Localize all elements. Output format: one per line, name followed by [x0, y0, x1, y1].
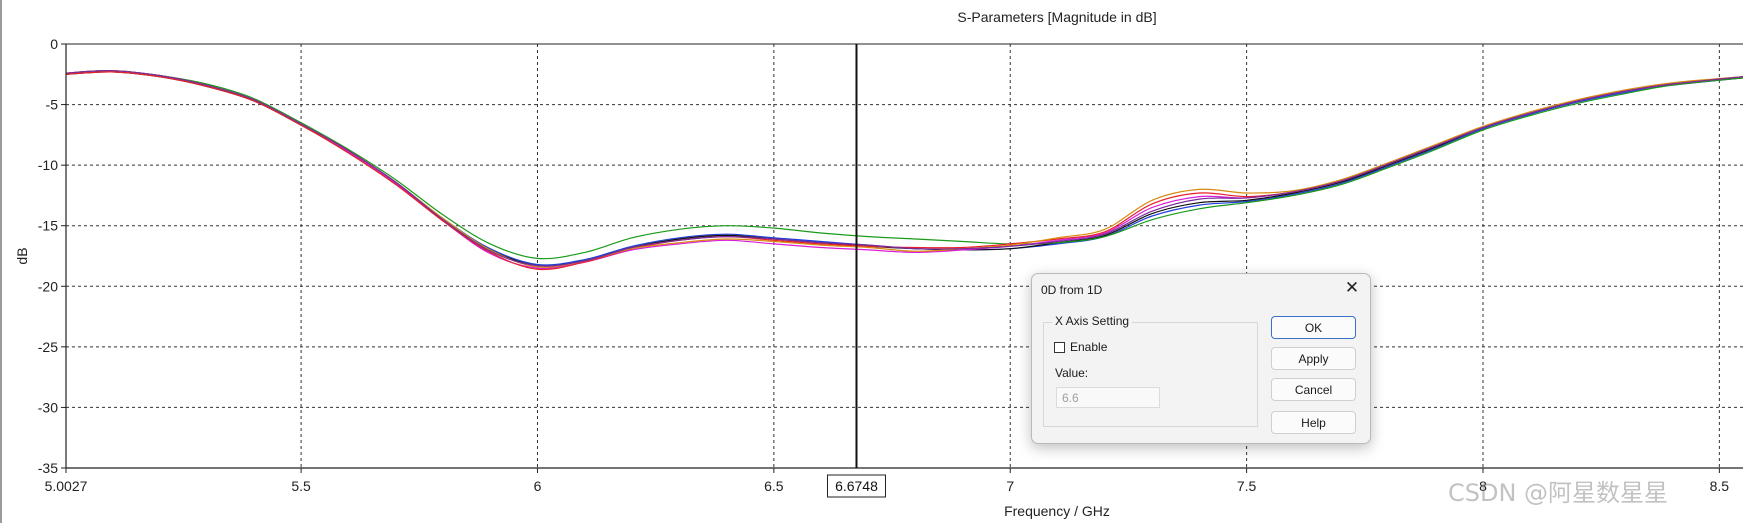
help-button[interactable]: Help	[1271, 411, 1356, 434]
series-line-5	[65, 71, 1743, 271]
series-line-7	[65, 70, 1743, 267]
window-left-edge	[0, 0, 2, 523]
x-axis-label: Frequency / GHz	[1004, 503, 1110, 519]
cancel-button[interactable]: Cancel	[1271, 378, 1356, 401]
y-tick-label: -25	[38, 339, 58, 355]
marker-value-box	[826, 474, 886, 498]
series-line-6	[65, 70, 1743, 268]
zero-d-from-one-d-dialog: 0D from 1D ✕ X Axis Setting Enable Value…	[1031, 273, 1371, 444]
x-tick-label: 5.0027	[45, 478, 88, 494]
x-tick-label: 8.5	[1710, 478, 1730, 494]
enable-checkbox[interactable]	[1054, 341, 1065, 353]
y-tick-label: -15	[38, 218, 58, 234]
y-tick-label: -35	[38, 460, 58, 476]
y-axis-label: dB	[14, 247, 30, 264]
marker-value-label: 6.6748	[835, 478, 878, 494]
close-icon[interactable]: ✕	[1344, 278, 1360, 297]
series-line-3	[65, 70, 1743, 260]
chart-title: S-Parameters [Magnitude in dB]	[957, 9, 1156, 25]
y-tick-label: -30	[38, 399, 58, 415]
series-line-2	[65, 71, 1743, 267]
enable-checkbox-row[interactable]: Enable	[1054, 340, 1107, 354]
y-tick-label: -10	[38, 157, 58, 173]
chart-axes: 0 -5 -10 -15 -20 -25 -30 -35 5.0027 5.5 6 6.5 7 7.5 8 8…	[38, 36, 1743, 498]
enable-label: Enable	[1070, 340, 1108, 354]
dialog-title: 0D from 1D	[1041, 283, 1103, 297]
x-tick-label: 5.5	[291, 478, 311, 494]
y-tick-label: 0	[50, 36, 58, 52]
value-label: Value:	[1055, 366, 1089, 380]
x-tick-label: 7	[1006, 478, 1014, 494]
ok-button[interactable]: OK	[1271, 316, 1356, 339]
series-line-1	[65, 70, 1743, 266]
watermark: CSDN @阿星数星星	[1448, 479, 1669, 507]
x-tick-label: 6.5	[764, 478, 784, 494]
y-tick-label: -20	[38, 278, 58, 294]
x-tick-label: 8	[1479, 478, 1487, 494]
chart-grid	[66, 43, 1743, 468]
x-axis-setting-group	[1043, 322, 1258, 427]
x-tick-label: 7.5	[1237, 478, 1257, 494]
x-tick-label: 6	[534, 478, 542, 494]
y-tick-label: -5	[46, 97, 59, 113]
chart-curves	[65, 70, 1743, 271]
value-input[interactable]: 6.6	[1056, 387, 1160, 408]
apply-button[interactable]: Apply	[1271, 347, 1356, 370]
group-title: X Axis Setting	[1052, 314, 1133, 328]
